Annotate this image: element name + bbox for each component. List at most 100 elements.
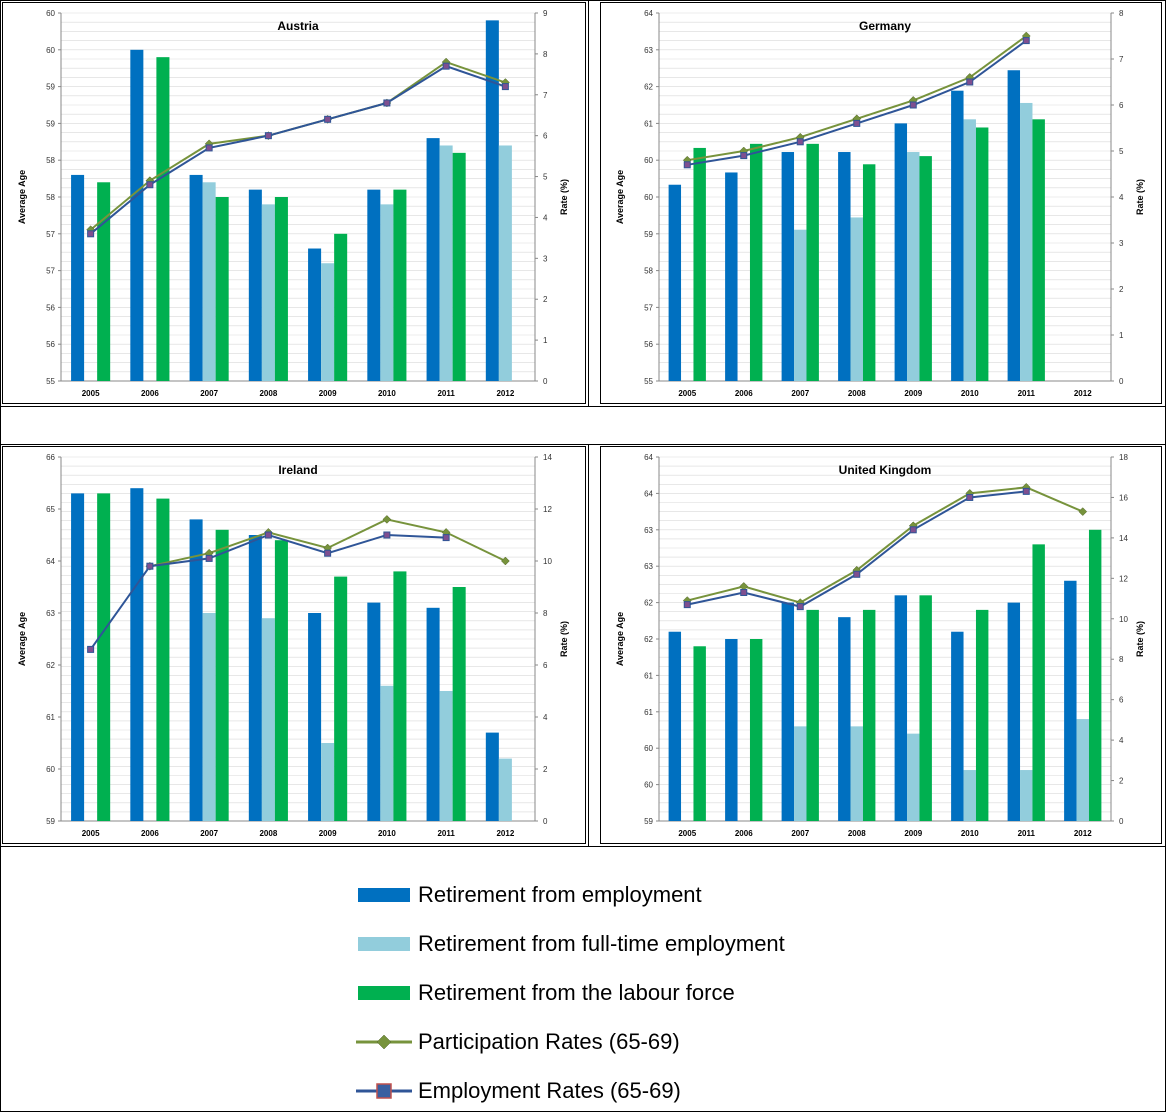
legend-item-labour: Retirement from the labour force [356, 968, 785, 1017]
y-tick-label: 62 [644, 599, 653, 608]
point-participation-rates-65-69- [501, 556, 510, 566]
bar-retirement-from-employment [485, 732, 499, 821]
bar-retirement-from-employment [71, 493, 85, 821]
y2-tick-label: 6 [543, 661, 548, 670]
bar-retirement-from-employment [1007, 70, 1021, 381]
bar-retirement-from-full-time-employment [907, 733, 920, 821]
legend-key-employment-rate [356, 1082, 412, 1099]
point-participation-rates-65-69- [382, 515, 392, 524]
y-tick-label: 55 [46, 377, 55, 386]
y-tick-label: 59 [644, 817, 653, 826]
bar-retirement-from-the-labour-force [862, 609, 876, 821]
y2-tick-label: 8 [1119, 9, 1124, 18]
legend-swatch [358, 936, 410, 951]
bar-retirement-from-full-time-employment [963, 119, 976, 382]
legend-key-labour [358, 985, 410, 1000]
x-tick-label: 2006 [141, 389, 159, 398]
bar-retirement-from-employment [1007, 602, 1021, 821]
y2-tick-label: 5 [1119, 147, 1124, 156]
x-tick-label: 2011 [1018, 389, 1036, 398]
bar-retirement-from-employment [668, 184, 682, 381]
bar-retirement-from-the-labour-force [806, 609, 819, 821]
y2-tick-label: 14 [543, 453, 552, 462]
point-employment-rates-65-69- [1022, 487, 1030, 495]
x-tick-label: 2012 [1074, 829, 1092, 838]
chart-title: Austria [277, 19, 319, 33]
bar-retirement-from-employment [951, 631, 964, 821]
bar-retirement-from-the-labour-force [274, 197, 288, 381]
y-tick-label: 62 [644, 83, 653, 92]
point-employment-rates-65-69- [205, 554, 213, 562]
y2-axis-label: Rate (%) [1135, 179, 1145, 215]
y-tick-label: 65 [46, 505, 55, 514]
bar-retirement-from-full-time-employment [794, 726, 807, 821]
x-tick-label: 2008 [259, 389, 277, 398]
legend-key-fulltime [358, 936, 410, 951]
point-employment-rates-65-69- [796, 603, 804, 611]
bar-retirement-from-the-labour-force [1032, 544, 1045, 821]
legend-diamond-marker [376, 1034, 392, 1049]
y2-tick-label: 12 [543, 505, 552, 514]
point-employment-rates-65-69- [146, 562, 154, 570]
bar-retirement-from-employment [426, 607, 440, 821]
bar-retirement-from-the-labour-force [156, 498, 170, 821]
bar-retirement-from-the-labour-force [693, 147, 706, 381]
point-employment-rates-65-69- [683, 601, 691, 609]
bar-retirement-from-the-labour-force [97, 182, 111, 381]
y-tick-label: 60 [46, 765, 55, 774]
bar-retirement-from-employment [838, 617, 851, 821]
bar-retirement-from-the-labour-force [806, 143, 819, 381]
point-employment-rates-65-69- [442, 62, 450, 70]
bar-retirement-from-employment [248, 189, 262, 381]
bar-retirement-from-full-time-employment [498, 758, 512, 821]
bar-retirement-from-full-time-employment [794, 229, 807, 381]
y2-tick-label: 18 [1119, 453, 1128, 462]
bar-retirement-from-full-time-employment [907, 152, 920, 381]
bar-retirement-from-full-time-employment [1020, 102, 1033, 381]
legend: Retirement from employment Retirement fr… [356, 870, 785, 1115]
bar-retirement-from-full-time-employment [380, 204, 394, 381]
bar-retirement-from-employment [367, 189, 381, 381]
y2-tick-label: 10 [543, 557, 552, 566]
x-tick-label: 2008 [848, 389, 866, 398]
bar-retirement-from-the-labour-force [274, 540, 288, 821]
y-tick-label: 61 [46, 713, 55, 722]
x-tick-label: 2007 [791, 829, 809, 838]
x-tick-label: 2009 [319, 389, 337, 398]
y-axis-label: Average Age [615, 612, 625, 666]
legend-label-fulltime: Retirement from full-time employment [418, 930, 785, 956]
bar-retirement-from-the-labour-force [334, 233, 348, 381]
y2-tick-label: 7 [1119, 55, 1124, 64]
y-tick-label: 60 [46, 46, 55, 55]
y-tick-label: 60 [644, 781, 653, 790]
x-tick-label: 2011 [437, 389, 455, 398]
legend-label-labour: Retirement from the labour force [418, 979, 735, 1005]
y-tick-label: 57 [644, 303, 653, 312]
chart-austria: 55565657575858595960600123456789Average … [17, 9, 569, 398]
bar-retirement-from-employment [781, 602, 795, 821]
y-tick-label: 61 [644, 671, 653, 680]
x-tick-label: 2009 [319, 829, 337, 838]
y-tick-label: 64 [46, 557, 55, 566]
bar-retirement-from-employment [367, 602, 381, 821]
bar-retirement-from-the-labour-force [862, 164, 876, 381]
y2-tick-label: 2 [543, 765, 548, 774]
y2-axis-label: Rate (%) [559, 179, 569, 215]
y-tick-label: 56 [46, 340, 55, 349]
y-tick-label: 60 [644, 193, 653, 202]
y-tick-label: 62 [644, 635, 653, 644]
bar-retirement-from-the-labour-force [452, 152, 466, 381]
y-tick-label: 63 [46, 609, 55, 618]
x-tick-label: 2007 [791, 389, 809, 398]
y-tick-label: 63 [644, 562, 653, 571]
bar-retirement-from-employment [189, 519, 203, 821]
x-tick-label: 2008 [848, 829, 866, 838]
y2-tick-label: 4 [543, 713, 548, 722]
y-axis-label: Average Age [17, 170, 27, 224]
y2-tick-label: 9 [543, 9, 548, 18]
point-employment-rates-65-69- [740, 588, 748, 596]
y2-tick-label: 5 [543, 173, 548, 182]
y-tick-label: 63 [644, 526, 653, 535]
y2-tick-label: 2 [1119, 777, 1124, 786]
